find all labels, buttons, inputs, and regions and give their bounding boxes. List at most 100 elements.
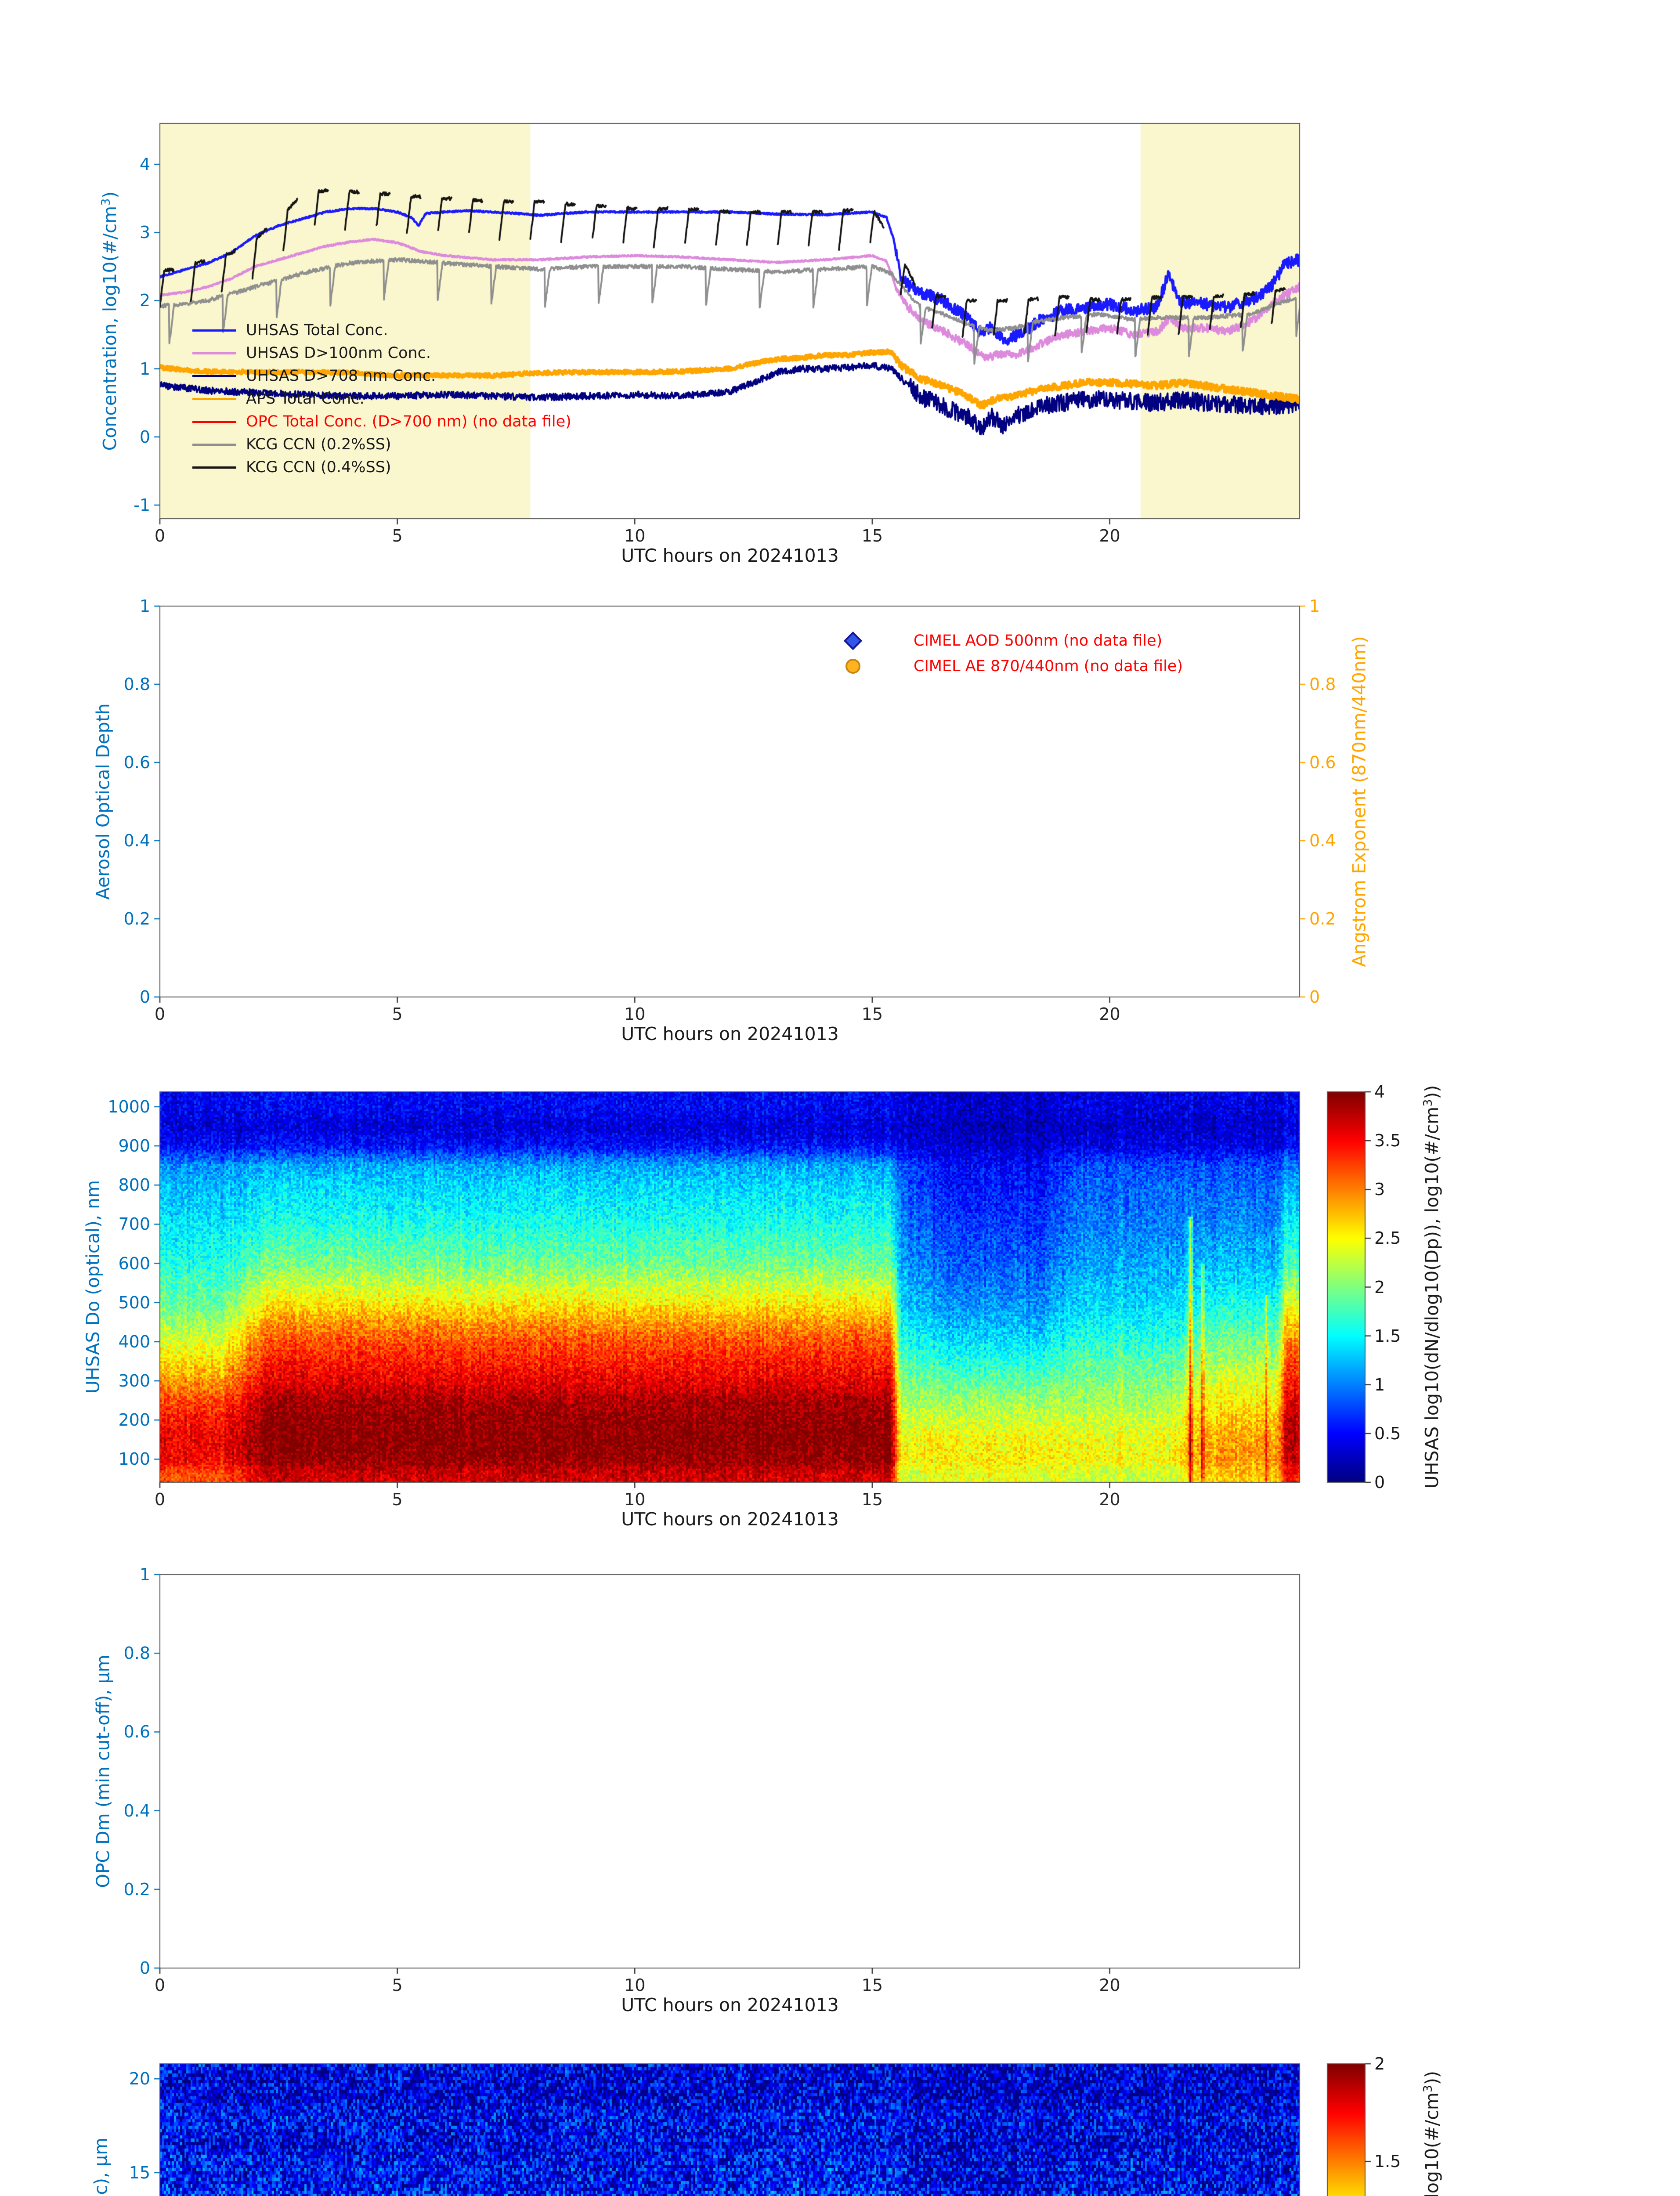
y-tick-label: 600 (118, 1253, 150, 1273)
legend-item-label: UHSAS Total Conc. (246, 321, 388, 339)
x-tick-label: 5 (392, 1004, 403, 1024)
x-tick-label: 0 (154, 1004, 166, 1024)
y-tick-label: 400 (118, 1332, 150, 1351)
legend-item-label: APS Total Conc. (246, 390, 365, 408)
legend-line-sample (192, 443, 236, 446)
x-tick-label: 15 (861, 1004, 883, 1024)
legend-item-label: UHSAS D>100nm Conc. (246, 344, 431, 362)
panel1-y-axis-label: Concentration, log10(#/cm3) (99, 191, 121, 451)
y-tick-label: 20 (129, 2069, 150, 2089)
legend-item-label: CIMEL AE 870/440nm (no data file) (914, 657, 1183, 675)
y-tick-label: -1 (134, 495, 150, 515)
colorbar-tick-label: 0.5 (1374, 1423, 1401, 1443)
panel1-legend: UHSAS Total Conc. UHSAS D>100nm Conc. UH… (192, 319, 571, 479)
label-text: )) (1421, 2071, 1443, 2085)
legend-line-sample (192, 329, 236, 332)
y-tick-label: 0.2 (123, 1879, 150, 1899)
y-tick-label: 0 (139, 987, 150, 1007)
colorbar-tick-label: 2 (1374, 1277, 1385, 1297)
colorbar-tick-label: 1.5 (1374, 2152, 1401, 2171)
y-tick-label: 800 (118, 1175, 150, 1195)
x-tick-label: 10 (624, 1004, 646, 1024)
colorbar-tick-label: 1.5 (1374, 1326, 1401, 1346)
x-tick-label: 15 (861, 526, 883, 545)
y-tick-label: 1000 (108, 1097, 150, 1116)
panel4-x-axis-label: UTC hours on 20241013 (621, 1994, 839, 2015)
right-y-tick-label: 0 (1309, 987, 1320, 1007)
panel3-colorbar-label: UHSAS log10(dN/dlog10(Dp)), log10(#/cm3)… (1421, 1085, 1443, 1489)
legend-item-label: CIMEL AOD 500nm (no data file) (914, 632, 1163, 650)
legend-line-sample (192, 420, 236, 423)
panel5-y-axis-label: APS Da (aerodynamic), μm (90, 2138, 111, 2196)
y-tick-label: 1 (139, 596, 150, 616)
colorbar-tick-label: 3.5 (1374, 1131, 1401, 1151)
colorbar-tick-label: 2 (1374, 2054, 1385, 2073)
legend-line-sample (192, 352, 236, 354)
y-tick-label: 0.2 (123, 909, 150, 928)
y-tick-label: 0.4 (123, 1801, 150, 1820)
right-y-tick-label: 1 (1309, 596, 1320, 616)
circle-marker-icon (845, 659, 860, 674)
panel4-y-axis-label: OPC Dm (min cut-off), μm (92, 1654, 114, 1888)
legend-item-label: KCG CCN (0.2%SS) (246, 436, 391, 453)
legend-item: CIMEL AE 870/440nm (no data file) (842, 654, 1183, 679)
y-tick-label: 1 (139, 1565, 150, 1584)
x-tick-label: 10 (624, 1976, 646, 1995)
legend-item-label: UHSAS D>708 nm Conc. (246, 367, 436, 385)
y-tick-label: 0.8 (123, 1643, 150, 1663)
y-tick-label: 15 (129, 2163, 150, 2182)
legend-item: KCG CCN (0.4%SS) (192, 456, 571, 479)
diamond-marker-icon (843, 631, 863, 650)
legend-item: UHSAS D>100nm Conc. (192, 342, 571, 365)
colorbar-tick-label: 0 (1374, 1473, 1385, 1492)
y-tick-label: 1 (139, 359, 150, 379)
legend-item: OPC Total Conc. (D>700 nm) (no data file… (192, 410, 571, 433)
y-tick-label: 0.6 (123, 1722, 150, 1742)
panel1-x-axis-label: UTC hours on 20241013 (621, 545, 839, 566)
panel5-colorbar-label: APS log10(dN/dlog10(Dp)), log10(#/cm3)) (1421, 2071, 1443, 2196)
panel2-y-axis-label: Aerosol Optical Depth (92, 703, 114, 900)
colorbar-tick-label: 4 (1374, 1082, 1385, 1102)
y-tick-label: 200 (118, 1410, 150, 1430)
right-y-tick-label: 0.6 (1309, 753, 1336, 772)
label-superscript: 3 (1421, 1099, 1435, 1107)
y-tick-label: 2 (139, 291, 150, 311)
y-tick-label: 700 (118, 1214, 150, 1234)
x-tick-label: 20 (1099, 526, 1120, 545)
colorbar-tick-label: 2.5 (1374, 1228, 1401, 1248)
y-tick-label: 0 (139, 1958, 150, 1978)
y-tick-label: 900 (118, 1136, 150, 1156)
x-tick-label: 5 (392, 1976, 403, 1995)
right-y-tick-label: 0.4 (1309, 831, 1336, 850)
marker-wrap (842, 659, 863, 674)
label-text: Concentration, log10(#/cm (99, 206, 121, 451)
marker-wrap (842, 631, 863, 650)
label-superscript: 3 (99, 198, 113, 206)
x-tick-label: 20 (1099, 1976, 1120, 1995)
y-tick-label: 0.6 (123, 753, 150, 772)
legend-item: UHSAS D>708 nm Conc. (192, 365, 571, 387)
y-tick-label: 500 (118, 1293, 150, 1312)
panel3-y-axis-label: UHSAS Do (optical), nm (82, 1180, 104, 1394)
label-superscript: 3 (1421, 2085, 1435, 2093)
label-text: UHSAS log10(dN/dlog10(Dp)), log10(#/cm (1421, 1106, 1443, 1489)
label-text: ) (99, 191, 121, 199)
legend-item: UHSAS Total Conc. (192, 319, 571, 342)
x-tick-label: 0 (154, 1976, 166, 1995)
y-tick-label: 100 (118, 1449, 150, 1469)
x-tick-label: 10 (624, 1490, 646, 1509)
panel2-right-y-axis-label: Angstrom Exponent (870nm/440nm) (1348, 636, 1370, 967)
colorbar-tick-label: 3 (1374, 1180, 1385, 1199)
x-tick-label: 10 (624, 526, 646, 545)
right-y-tick-label: 0.8 (1309, 675, 1336, 694)
y-tick-label: 0.4 (123, 831, 150, 850)
colorbar-tick-label: 1 (1374, 1375, 1385, 1394)
panel2-x-axis-label: UTC hours on 20241013 (621, 1023, 839, 1044)
panel3-x-axis-label: UTC hours on 20241013 (621, 1509, 839, 1530)
x-tick-label: 15 (861, 1490, 883, 1509)
legend-item: CIMEL AOD 500nm (no data file) (842, 628, 1183, 654)
y-tick-label: 300 (118, 1371, 150, 1391)
label-text: APS log10(dN/dlog10(Dp)), log10(#/cm (1421, 2092, 1442, 2196)
legend-line-sample (192, 397, 236, 400)
